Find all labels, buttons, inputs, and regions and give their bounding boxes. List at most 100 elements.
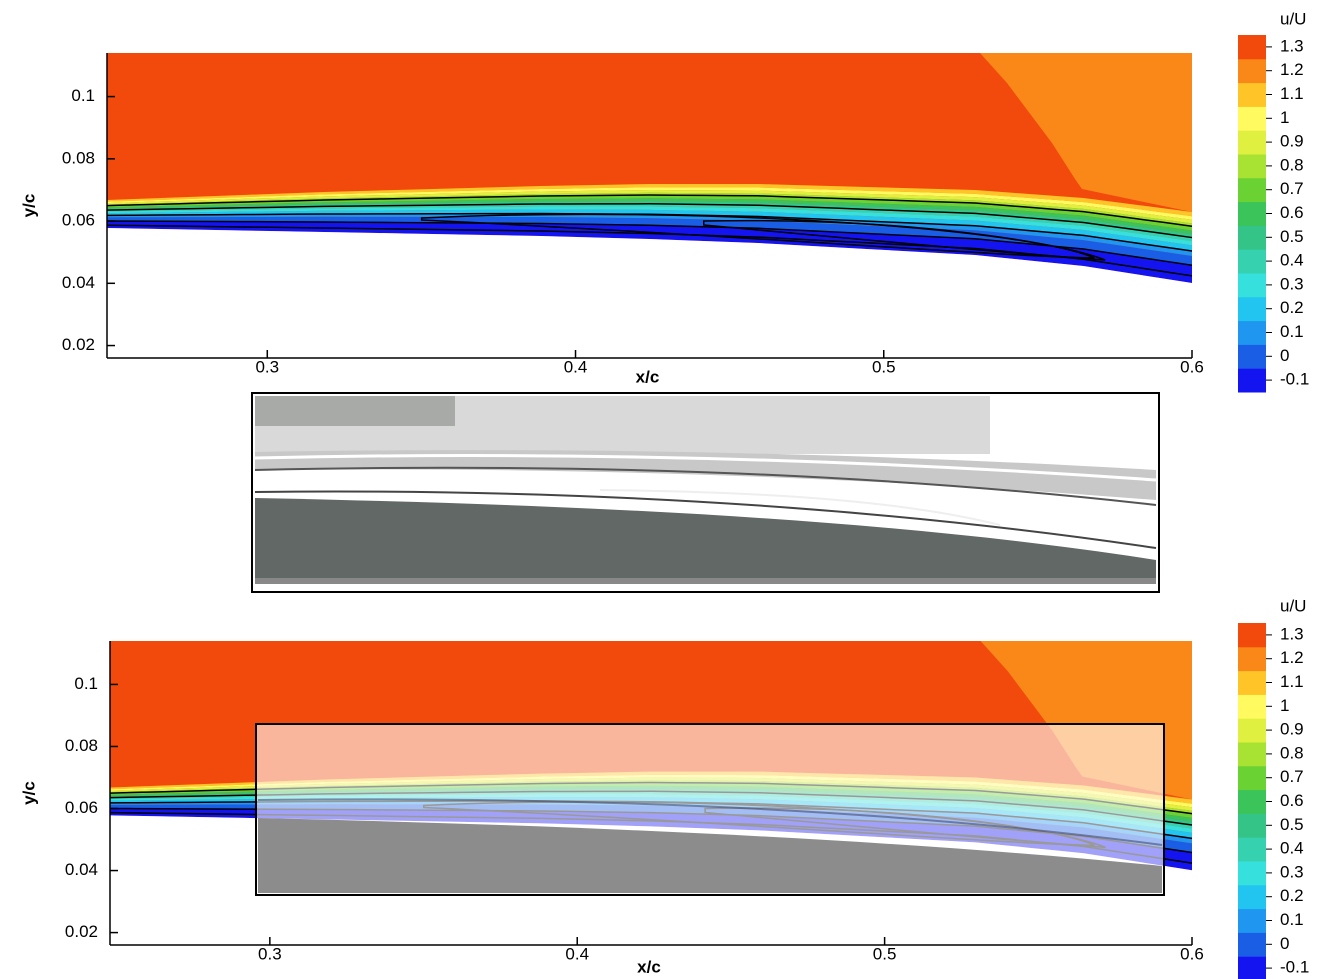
colorbar-label: 1.3 xyxy=(1280,36,1304,55)
contour-region xyxy=(980,53,1192,212)
colorbar-label: 0.3 xyxy=(1280,862,1304,881)
colorbar-swatch xyxy=(1238,932,1266,957)
colorbar-title: u/U xyxy=(1280,9,1306,28)
colorbar-swatch xyxy=(1238,742,1266,767)
colorbar-label: 1.1 xyxy=(1280,84,1304,103)
contour-line xyxy=(106,220,1193,266)
colorbar-swatch xyxy=(1238,813,1266,838)
colorbar-swatch xyxy=(1238,130,1266,155)
colorbar-swatch xyxy=(1238,344,1266,369)
colorbar-swatch xyxy=(1238,35,1266,60)
colorbar-label: 1 xyxy=(1280,696,1289,715)
colorbar-swatch xyxy=(1238,58,1266,84)
colorbar-swatch xyxy=(1238,273,1266,298)
colorbar-swatch xyxy=(1238,908,1266,933)
colorbar-label: 1 xyxy=(1280,108,1289,127)
colorbar-label: -0.1 xyxy=(1280,370,1309,389)
y-tick-label: 0.02 xyxy=(65,922,98,941)
y-tick-label: 0.08 xyxy=(65,736,98,755)
colorbar-swatch xyxy=(1238,861,1266,886)
contour-line xyxy=(420,213,1095,259)
colorbar-swatch xyxy=(1238,296,1266,322)
x-tick-label: 0.5 xyxy=(873,944,897,963)
contour-line xyxy=(106,194,1193,227)
colorbar-swatch xyxy=(1238,694,1266,719)
x-tick-label: 0.5 xyxy=(872,357,896,376)
colorbar-label: 0.2 xyxy=(1280,298,1304,317)
colorbar-label: 0.2 xyxy=(1280,886,1304,905)
colorbar-label: 0.1 xyxy=(1280,910,1304,929)
x-axis-label: x/c xyxy=(636,367,660,386)
wall-region xyxy=(107,228,1192,358)
colorbar-swatch xyxy=(1238,177,1266,203)
colorbar-label: 0 xyxy=(1280,346,1289,365)
contour-band xyxy=(107,190,1192,224)
contour-band xyxy=(107,184,1192,217)
colorbar-label: 0.7 xyxy=(1280,767,1304,786)
colorbar-swatch xyxy=(1238,670,1266,695)
colorbar-label: 0 xyxy=(1280,934,1289,953)
colorbar-swatch xyxy=(1238,154,1266,179)
x-tick-label: 0.3 xyxy=(258,944,282,963)
colorbar-swatch xyxy=(1238,106,1266,131)
colorbar-label: 0.9 xyxy=(1280,132,1304,151)
colorbar-label: 1.2 xyxy=(1280,60,1304,79)
y-tick-label: 0.1 xyxy=(74,674,98,693)
y-tick-label: 0.08 xyxy=(62,148,95,167)
contour-band xyxy=(107,198,1192,235)
y-tick-label: 0.02 xyxy=(62,335,95,354)
x-tick-label: 0.6 xyxy=(1180,357,1204,376)
x-axis-label: x/c xyxy=(637,957,661,976)
schlieren-photo xyxy=(251,392,1160,593)
colorbar-swatch xyxy=(1238,789,1266,814)
contour-band xyxy=(107,206,1192,246)
colorbar-label: 0.8 xyxy=(1280,743,1304,762)
overlay-box xyxy=(255,723,1165,896)
colorbar-swatch xyxy=(1238,884,1266,910)
y-tick-label: 0.06 xyxy=(62,211,95,230)
y-axis-label: y/c xyxy=(19,194,38,218)
y-tick-label: 0.04 xyxy=(65,860,98,879)
colorbar-swatch xyxy=(1238,646,1266,672)
colorbar-label: 0.4 xyxy=(1280,839,1304,858)
colorbar-swatch xyxy=(1238,249,1266,274)
y-axis-label: y/c xyxy=(19,781,38,805)
colorbar-label: 0.3 xyxy=(1280,274,1304,293)
y-tick-label: 0.04 xyxy=(62,273,95,292)
colorbar-swatch xyxy=(1238,837,1266,862)
colorbar-swatch xyxy=(1238,368,1266,393)
colorbar-swatch xyxy=(1238,82,1266,107)
contour-band xyxy=(107,209,1192,251)
colorbar-swatch xyxy=(1238,718,1266,743)
colorbar-label: 0.5 xyxy=(1280,227,1304,246)
colorbar-title: u/U xyxy=(1280,596,1306,615)
x-tick-label: 0.3 xyxy=(255,357,279,376)
contour-band xyxy=(107,203,1192,242)
panel-top: 0.3 0.4 0.5 0.6 0.02 0.04 0.06 0.08 0.1 x/c y/c u/U… xyxy=(19,9,1309,393)
contour-band xyxy=(107,201,1192,238)
colorbar-label: 0.6 xyxy=(1280,791,1304,810)
colorbar-label: 0.4 xyxy=(1280,251,1304,270)
colorbar-swatch xyxy=(1238,623,1266,648)
colorbar-swatch xyxy=(1238,765,1266,791)
colorbar-swatch xyxy=(1238,956,1266,979)
colorbar-swatch xyxy=(1238,201,1266,226)
colorbar-label: 1.2 xyxy=(1280,648,1304,667)
colorbar-label: 1.1 xyxy=(1280,672,1304,691)
y-tick-label: 0.06 xyxy=(65,798,98,817)
x-tick-label: 0.4 xyxy=(565,944,589,963)
colorbar-label: 0.6 xyxy=(1280,203,1304,222)
colorbar-label: 0.5 xyxy=(1280,815,1304,834)
colorbar-label: 0.8 xyxy=(1280,155,1304,174)
contour-line xyxy=(703,219,1106,261)
y-tick-label: 0.1 xyxy=(71,86,95,105)
x-tick-label: 0.4 xyxy=(564,357,588,376)
colorbar-label: 0.9 xyxy=(1280,720,1304,739)
colorbar-swatch xyxy=(1238,225,1266,250)
contour-band xyxy=(107,187,1192,220)
colorbar-swatch xyxy=(1238,320,1266,345)
contour-line xyxy=(106,203,1193,239)
colorbar-label: 0.1 xyxy=(1280,322,1304,341)
x-tick-label: 0.6 xyxy=(1180,944,1204,963)
